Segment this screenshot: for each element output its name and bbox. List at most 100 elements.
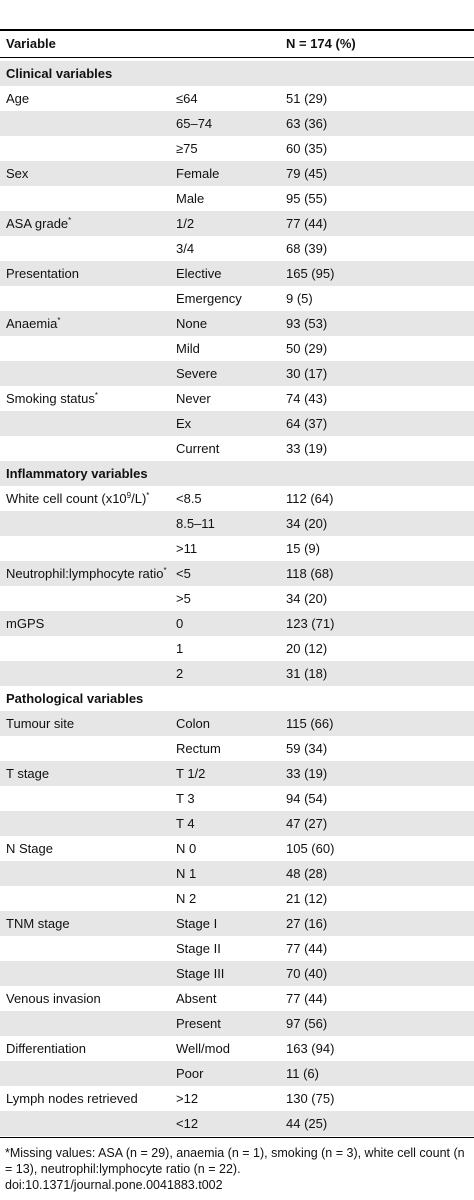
table-row: T stage T 1/2 33 (19) <box>0 761 474 786</box>
count-cell: 31 (18) <box>286 666 328 681</box>
footnote-marker: * <box>163 566 167 575</box>
count-cell: 97 (56) <box>286 1016 328 1031</box>
variable-cell: Differentiation <box>6 1036 86 1061</box>
table-row: 3/4 68 (39) <box>0 236 474 261</box>
table-row: Poor 11 (6) <box>0 1061 474 1086</box>
table-row: mGPS 0 123 (71) <box>0 611 474 636</box>
table-row: Rectum 59 (34) <box>0 736 474 761</box>
table-row: Neutrophil:lymphocyte ratio* <5 118 (68) <box>0 561 474 586</box>
table-row: N 2 21 (12) <box>0 886 474 911</box>
level-cell: Current <box>176 441 220 456</box>
count-cell: 64 (37) <box>286 416 328 431</box>
level-cell: 8.5–11 <box>176 516 215 531</box>
variable-label: White cell count (x10 <box>6 491 127 506</box>
level-cell: T 3 <box>176 791 195 806</box>
count-cell: 94 (54) <box>286 791 328 806</box>
count-cell: 15 (9) <box>286 541 320 556</box>
level-cell: Mild <box>176 341 200 356</box>
count-cell: 115 (66) <box>286 716 334 731</box>
variable-cell: Sex <box>6 161 28 186</box>
table-row: Severe 30 (17) <box>0 361 474 386</box>
table-row: Mild 50 (29) <box>0 336 474 361</box>
table-row: Age ≤64 51 (29) <box>0 86 474 111</box>
level-cell: >5 <box>176 591 191 606</box>
level-cell: 65–74 <box>176 116 213 131</box>
variable-exponent: 9 <box>126 491 132 500</box>
level-cell: <8.5 <box>176 491 202 506</box>
section-label: Pathological variables <box>6 691 144 706</box>
footnote-marker: * <box>146 491 150 500</box>
count-cell: 30 (17) <box>286 366 328 381</box>
table-row: T 4 47 (27) <box>0 811 474 836</box>
section-label: Inflammatory variables <box>6 466 148 481</box>
table-row: Pathological variables <box>0 686 474 711</box>
level-cell: Colon <box>176 716 210 731</box>
level-cell: Severe <box>176 366 218 381</box>
level-cell: ≥75 <box>176 141 198 156</box>
table-row: >5 34 (20) <box>0 586 474 611</box>
count-cell: 79 (45) <box>286 166 328 181</box>
count-cell: 48 (28) <box>286 866 328 881</box>
variable-cell: Smoking status* <box>6 386 98 411</box>
variable-cell: mGPS <box>6 611 44 636</box>
variable-cell: Anaemia* <box>6 311 60 336</box>
variable-cell: Neutrophil:lymphocyte ratio* <box>6 561 167 586</box>
level-cell: Well/mod <box>176 1041 230 1056</box>
count-cell: 93 (53) <box>286 316 328 331</box>
variable-label: Smoking status <box>6 391 95 406</box>
table-row: Smoking status* Never 74 (43) <box>0 386 474 411</box>
table-row: Inflammatory variables <box>0 461 474 486</box>
level-cell: N 1 <box>176 866 197 881</box>
table-row: Stage II 77 (44) <box>0 936 474 961</box>
header-n: N = 174 (%) <box>286 36 356 51</box>
variable-label: Age <box>6 91 30 106</box>
level-cell: None <box>176 316 208 331</box>
variable-label: Anaemia <box>6 316 58 331</box>
count-cell: 63 (36) <box>286 116 328 131</box>
count-cell: 34 (20) <box>286 591 328 606</box>
count-cell: 20 (12) <box>286 641 328 656</box>
table-row: Present 97 (56) <box>0 1011 474 1036</box>
level-cell: Never <box>176 391 211 406</box>
count-cell: 27 (16) <box>286 916 328 931</box>
table-row: N Stage N 0 105 (60) <box>0 836 474 861</box>
count-cell: 11 (6) <box>286 1066 319 1081</box>
variable-label: Presentation <box>6 266 79 281</box>
variable-label: mGPS <box>6 616 45 631</box>
count-cell: 74 (43) <box>286 391 328 406</box>
table-row: <12 44 (25) <box>0 1111 474 1136</box>
level-cell: N 0 <box>176 841 197 856</box>
variable-cell: Tumour site <box>6 711 74 736</box>
variable-label: Venous invasion <box>6 991 101 1006</box>
header-variable: Variable <box>6 36 56 51</box>
level-cell: Present <box>176 1016 221 1031</box>
count-cell: 68 (39) <box>286 241 328 256</box>
variable-cell: Lymph nodes retrieved <box>6 1086 138 1111</box>
bottom-rule <box>0 1137 474 1138</box>
count-cell: 21 (12) <box>286 891 328 906</box>
section-label: Clinical variables <box>6 66 113 81</box>
variable-cell: White cell count (x109/L)* <box>6 486 149 511</box>
table-row: Ex 64 (37) <box>0 411 474 436</box>
level-cell: T 4 <box>176 816 195 831</box>
table-row: N 1 48 (28) <box>0 861 474 886</box>
variable-cell: Presentation <box>6 261 79 286</box>
level-cell: Absent <box>176 991 217 1006</box>
level-cell: Rectum <box>176 741 221 756</box>
table-row: 1 20 (12) <box>0 636 474 661</box>
level-cell: Elective <box>176 266 222 281</box>
table-row: Presentation Elective 165 (95) <box>0 261 474 286</box>
table-row: T 3 94 (54) <box>0 786 474 811</box>
count-cell: 95 (55) <box>286 191 328 206</box>
table-row: Anaemia* None 93 (53) <box>0 311 474 336</box>
variable-label: TNM stage <box>6 916 70 931</box>
table-row: Male 95 (55) <box>0 186 474 211</box>
variable-label: T stage <box>6 766 50 781</box>
variable-label-end: /L) <box>131 491 147 506</box>
variable-label: Differentiation <box>6 1041 86 1056</box>
level-cell: N 2 <box>176 891 197 906</box>
variable-label: ASA grade <box>6 216 69 231</box>
count-cell: 118 (68) <box>286 566 334 581</box>
variable-cell: ASA grade* <box>6 211 71 236</box>
